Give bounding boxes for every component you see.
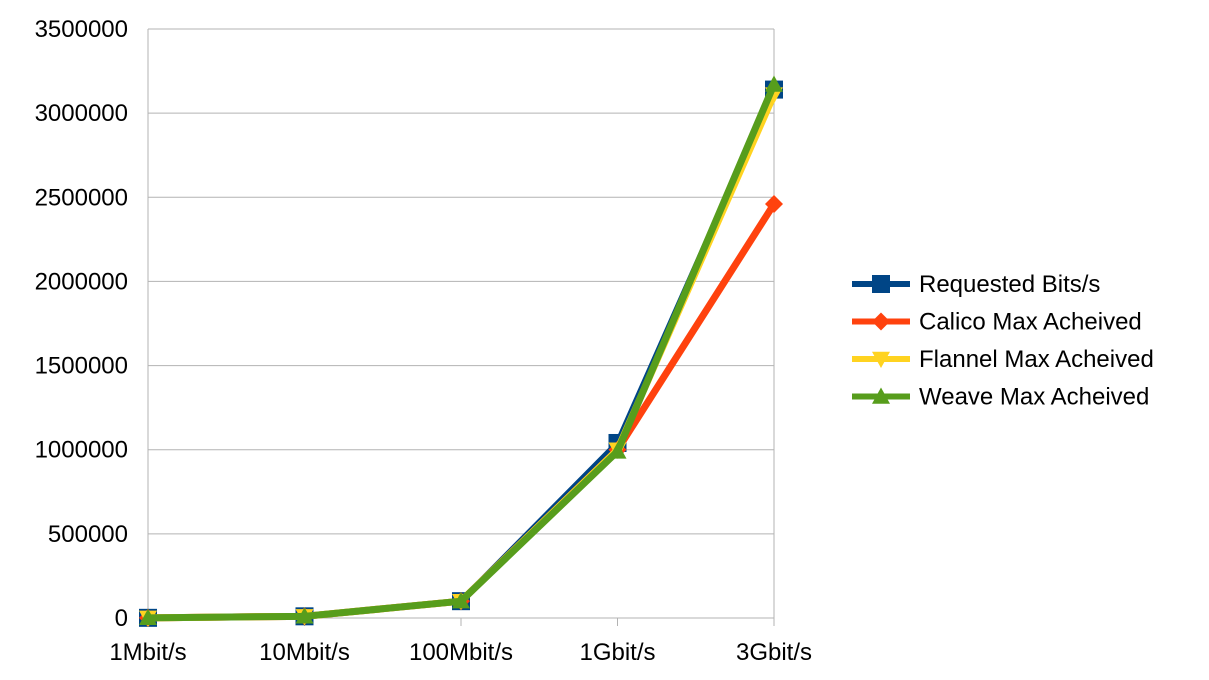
y-tick-label: 500000 — [48, 521, 128, 548]
y-tick-label: 3000000 — [35, 100, 128, 127]
legend-label: Requested Bits/s — [919, 271, 1100, 298]
legend-item: Requested Bits/s — [852, 271, 1100, 298]
series-3 — [139, 75, 783, 626]
y-tick-label: 1000000 — [35, 437, 128, 464]
x-tick-label: 10Mbit/s — [259, 639, 350, 666]
x-tick-label: 100Mbit/s — [409, 639, 513, 666]
legend-item: Weave Max Acheived — [852, 384, 1149, 411]
legend-label: Flannel Max Acheived — [919, 346, 1154, 373]
legend: Requested Bits/s Calico Max Acheived Flann… — [852, 271, 1154, 411]
legend-marker — [872, 387, 890, 404]
y-tick-label: 2000000 — [35, 268, 128, 295]
legend-marker — [872, 275, 890, 293]
legend-marker — [872, 351, 890, 368]
x-tick-label: 1Mbit/s — [109, 639, 186, 666]
x-tick-label: 1Gbit/s — [579, 639, 655, 666]
series-line — [144, 200, 778, 622]
y-tick-label: 2500000 — [35, 184, 128, 211]
legend-label: Calico Max Acheived — [919, 309, 1142, 336]
data-point — [139, 608, 157, 626]
series-2 — [139, 87, 783, 627]
legend-marker — [872, 312, 890, 331]
data-point — [295, 607, 314, 624]
data-point — [608, 442, 627, 459]
legend-label: Weave Max Acheived — [919, 384, 1149, 411]
x-tick-label: 3Gbit/s — [736, 639, 812, 666]
legend-item: Calico Max Acheived — [852, 309, 1142, 336]
data-point — [452, 592, 470, 609]
y-tick-label: 3500000 — [35, 16, 128, 43]
gridlines — [148, 28, 774, 619]
axes: 0 500000 1000000 1500000 2000000 2500000 30000… — [35, 16, 812, 666]
series-lines — [139, 75, 783, 627]
legend-item: Flannel Max Acheived — [852, 346, 1154, 373]
data-point — [765, 75, 783, 92]
series-1 — [139, 195, 783, 627]
series-0 — [139, 80, 783, 627]
y-tick-label: 1500000 — [35, 353, 128, 380]
data-point — [765, 195, 783, 214]
y-tick-label: 0 — [115, 605, 128, 632]
